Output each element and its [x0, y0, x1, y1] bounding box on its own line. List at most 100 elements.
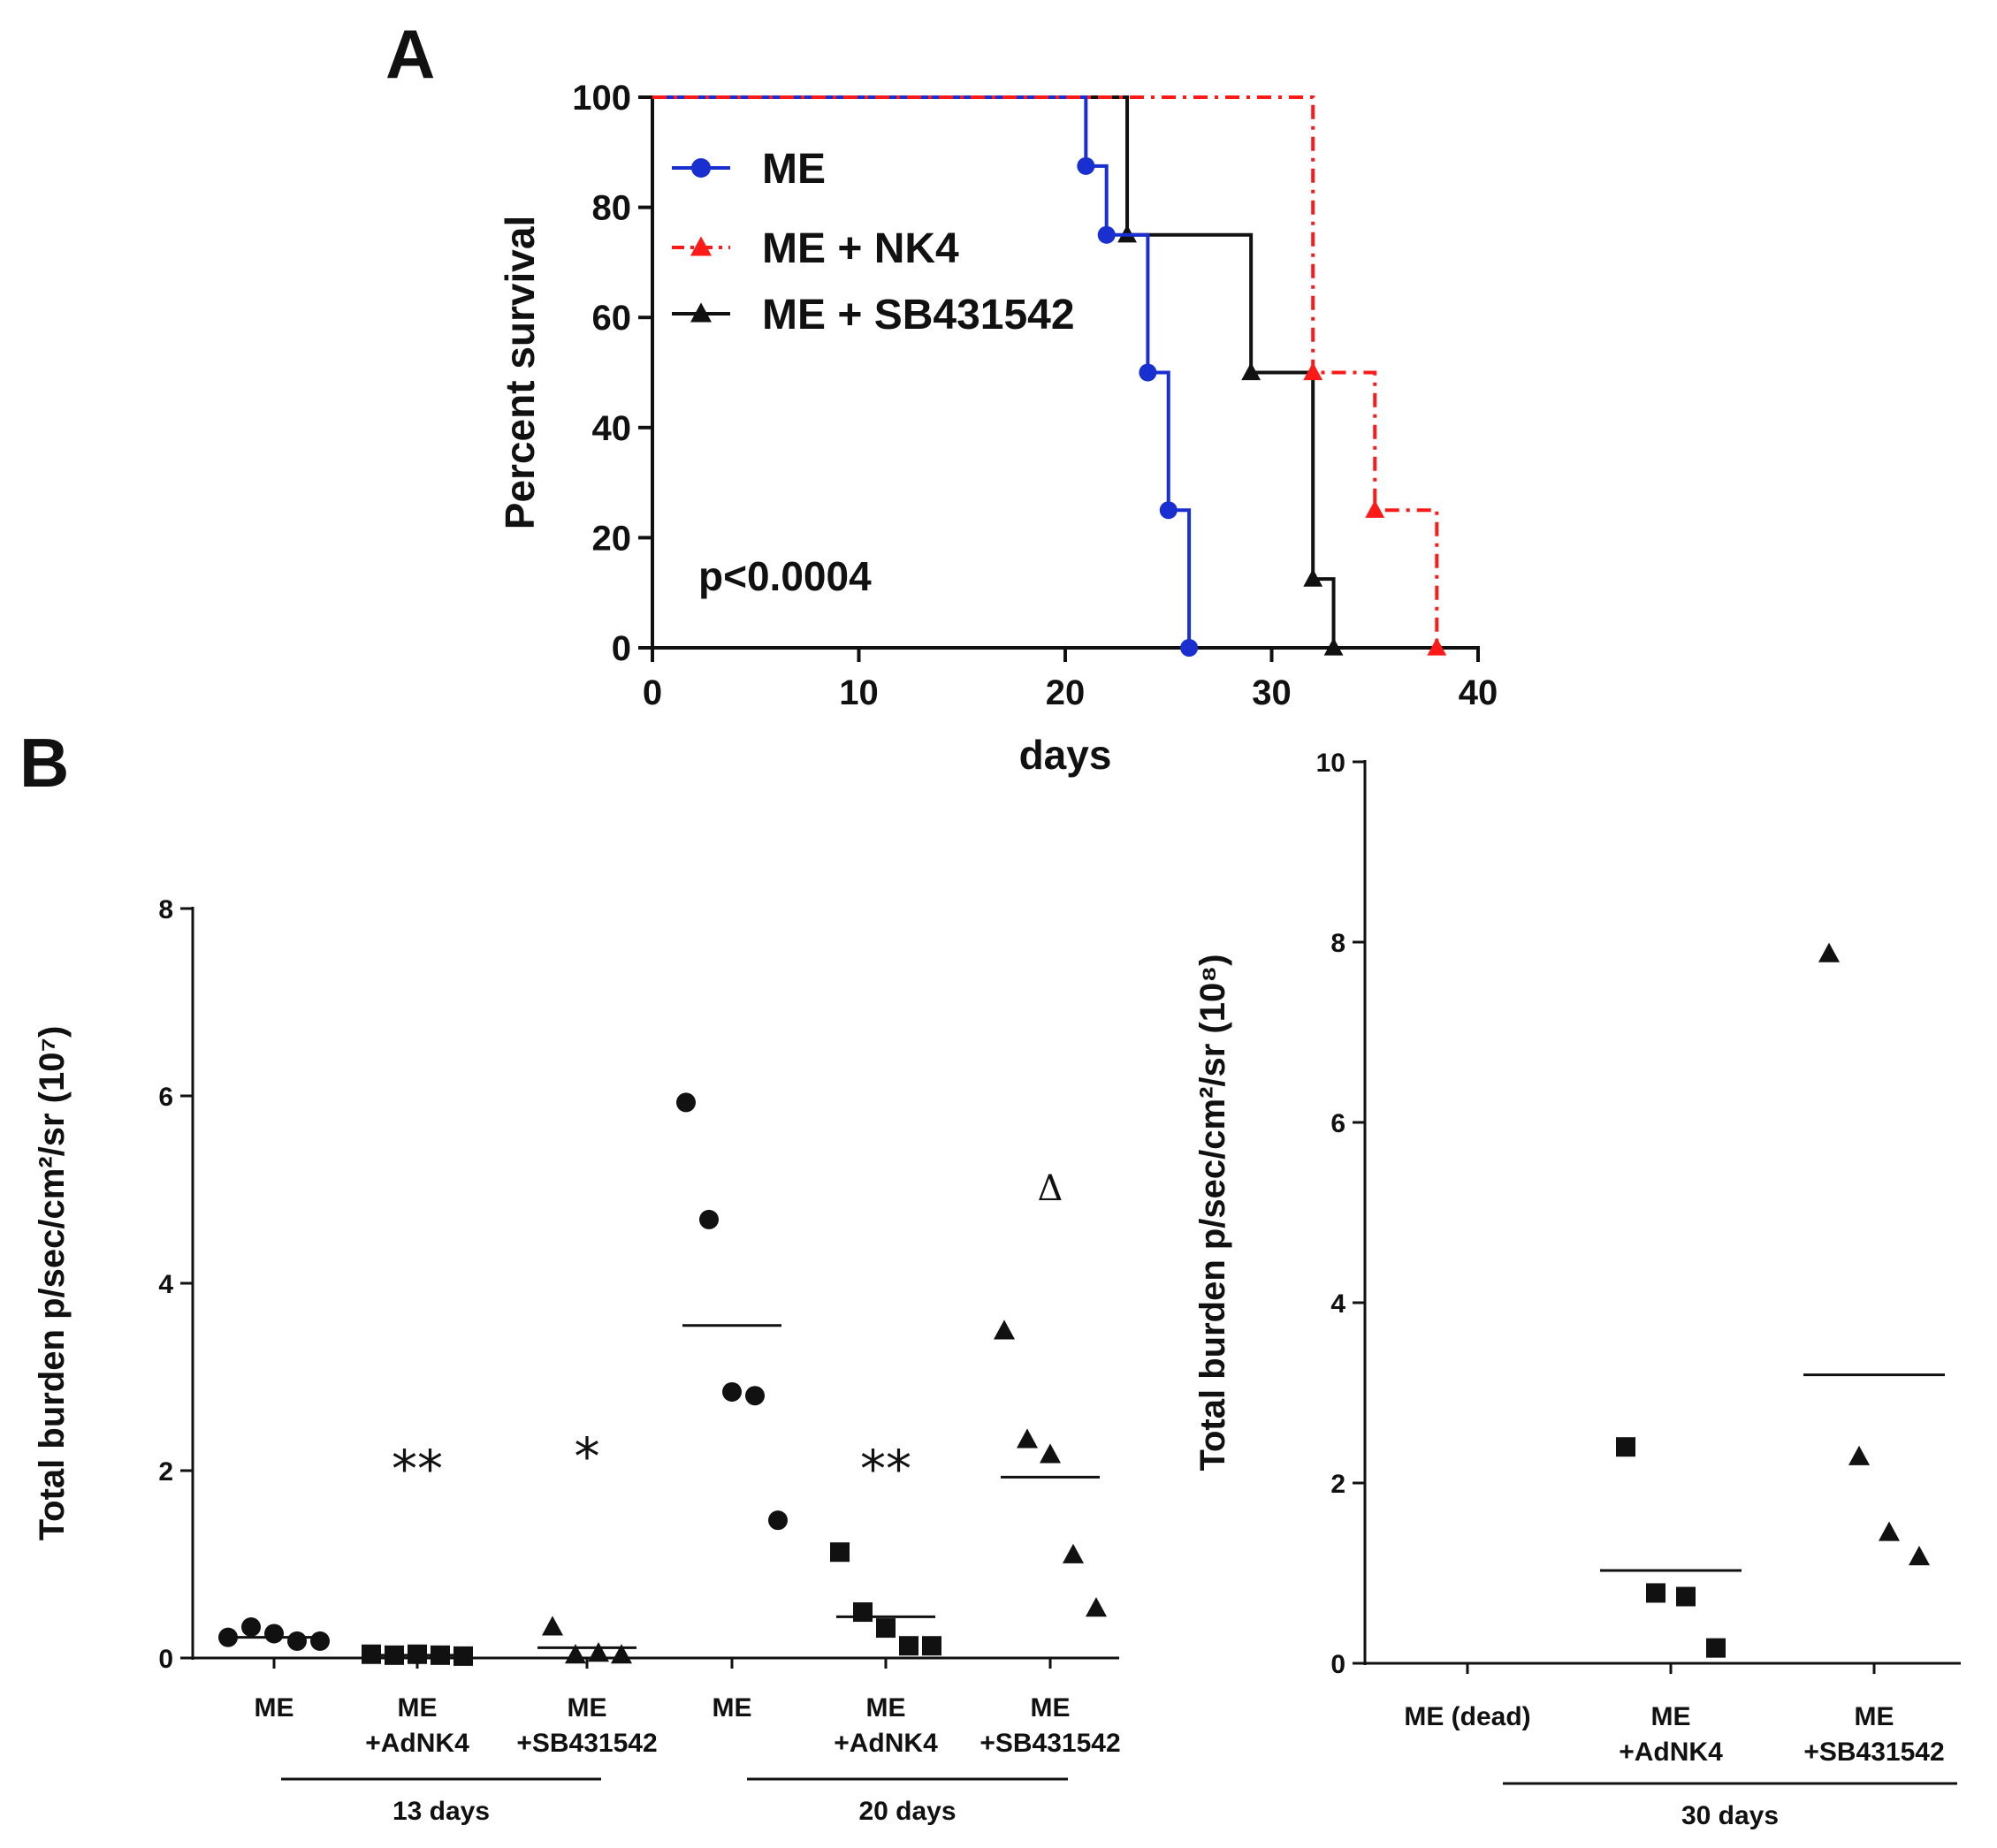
y-tick-label: 0	[1330, 1650, 1345, 1679]
legend-marker	[690, 236, 713, 256]
data-point	[1616, 1437, 1635, 1457]
data-point	[876, 1618, 896, 1639]
legend-label: ME	[762, 146, 826, 193]
survival-point	[1241, 362, 1261, 381]
data-point	[676, 1092, 696, 1113]
legend-label: ME + NK4	[762, 225, 959, 272]
data-point	[1706, 1638, 1726, 1658]
x-tick-label: 10	[839, 673, 879, 712]
survival-point	[1303, 568, 1323, 587]
y-tick-label: 4	[158, 1270, 173, 1299]
data-point	[1818, 942, 1841, 962]
data-point	[830, 1542, 850, 1563]
category-label-line1: ME	[713, 1693, 752, 1723]
data-point	[587, 1642, 610, 1662]
data-point	[264, 1624, 284, 1644]
category-label-line1: ME	[1651, 1702, 1691, 1731]
y-axis-label: Total burden p/sec/cm²/sr (10⁷)	[33, 1026, 72, 1541]
x-axis-label: days	[1019, 732, 1112, 778]
data-point	[745, 1386, 765, 1406]
x-tick-label: 30	[1252, 673, 1292, 712]
burden-chart-8: 0 2 4 6 8 10 Total burden p/sec/cm²/sr (10⁸) ME…	[1193, 749, 1961, 1830]
survival-point	[1077, 156, 1095, 175]
category-label-line1: ME	[568, 1693, 607, 1723]
data-point	[1908, 1545, 1931, 1566]
y-tick-label: 0	[612, 629, 631, 668]
survival-line-1	[652, 95, 1439, 648]
legend-marker	[691, 158, 711, 178]
data-point	[310, 1631, 330, 1651]
y-tick-label: 8	[158, 895, 173, 924]
category-label-line1: ME	[1855, 1702, 1894, 1731]
y-tick-label: 60	[592, 299, 632, 338]
significance-mark: **	[392, 1439, 443, 1499]
data-point	[1016, 1428, 1039, 1449]
group-bracket-label: 30 days	[1681, 1801, 1779, 1830]
burden-chart-7: 0 2 4 6 8 Total burden p/sec/cm²/sr (10⁷) ME ME…	[33, 895, 1121, 1826]
x-tick-label: 40	[1459, 673, 1498, 712]
data-point	[610, 1644, 633, 1664]
data-point	[541, 1616, 564, 1636]
y-axis-label: Percent survival	[497, 216, 543, 529]
data-point	[241, 1617, 261, 1638]
category-label-line1: ME	[255, 1693, 294, 1723]
category-label-line1: ME	[1031, 1693, 1071, 1723]
x-tick-label: 20	[1046, 673, 1086, 712]
category-label-line2: +SB431542	[979, 1729, 1120, 1758]
legend-label: ME + SB431542	[762, 292, 1075, 338]
y-tick-label: 10	[1316, 749, 1345, 778]
category-label-line2: +SB431542	[516, 1729, 657, 1758]
data-point	[1039, 1443, 1062, 1464]
data-point	[768, 1510, 788, 1531]
data-point	[699, 1209, 719, 1229]
data-point	[1878, 1521, 1901, 1541]
significance-mark: *	[575, 1426, 600, 1487]
significance-mark: Δ	[1038, 1168, 1063, 1209]
data-point	[993, 1319, 1016, 1340]
survival-point	[1097, 225, 1116, 244]
data-point	[1085, 1597, 1108, 1617]
group-bracket-label: 13 days	[393, 1797, 490, 1826]
category-label-line2: +AdNK4	[1619, 1738, 1723, 1767]
data-point	[722, 1381, 742, 1402]
y-tick-label: 80	[592, 189, 632, 228]
legend-marker	[690, 302, 713, 323]
survival-point	[1303, 362, 1323, 381]
y-tick-label: 20	[592, 519, 632, 558]
group-bracket-label: 20 days	[858, 1797, 956, 1826]
survival-point	[1427, 637, 1447, 656]
survival-point	[1180, 639, 1199, 657]
category-label-line2: +AdNK4	[834, 1729, 938, 1758]
y-tick-label: 2	[158, 1457, 173, 1487]
data-point	[564, 1644, 587, 1664]
data-point	[287, 1631, 307, 1651]
data-point	[899, 1636, 918, 1656]
category-label-line2: +AdNK4	[365, 1729, 469, 1758]
data-point	[922, 1636, 941, 1656]
y-tick-label: 6	[1330, 1109, 1345, 1138]
category-label-line2: +SB431542	[1803, 1738, 1944, 1767]
survival-point	[1159, 501, 1178, 520]
significance-mark: **	[860, 1439, 911, 1499]
data-point	[853, 1602, 873, 1623]
data-point	[1848, 1445, 1871, 1465]
y-tick-label: 2	[1330, 1470, 1345, 1499]
y-tick-label: 4	[1330, 1289, 1345, 1319]
y-tick-label: 0	[158, 1645, 173, 1674]
survival-point	[1139, 363, 1157, 382]
y-tick-label: 40	[592, 409, 632, 448]
panel-label-a: A	[385, 15, 435, 93]
data-point	[1646, 1583, 1665, 1603]
category-label-line1: ME	[398, 1693, 438, 1723]
survival-chart: 0 20 40 60 80 100 0 10 20 30 40 days Percent surviva…	[497, 79, 1498, 778]
y-tick-label: 8	[1330, 929, 1345, 958]
x-tick-label: 0	[643, 673, 662, 712]
panel-label-b: B	[19, 724, 69, 802]
data-point	[1676, 1586, 1696, 1607]
p-value-annotation: p<0.0004	[698, 553, 872, 599]
category-label-line1: ME	[866, 1693, 906, 1723]
y-tick-label: 6	[158, 1083, 173, 1112]
y-tick-label: 100	[572, 79, 631, 118]
survival-point	[1365, 499, 1385, 518]
